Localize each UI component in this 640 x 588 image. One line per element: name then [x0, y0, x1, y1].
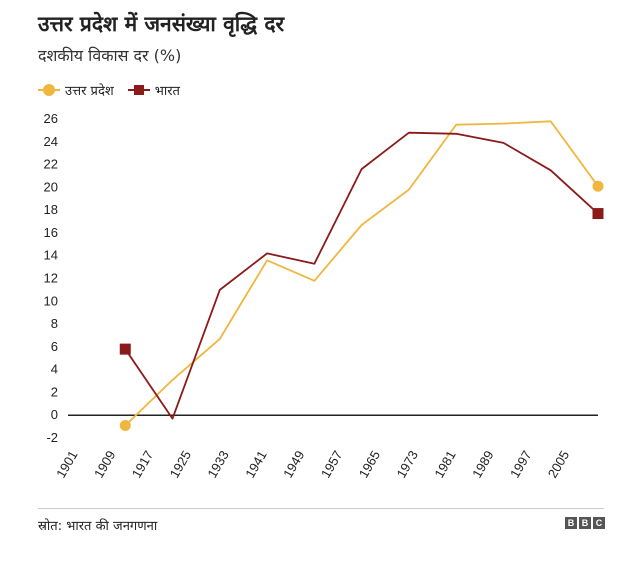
data-point: [119, 419, 131, 431]
y-tick-label: 16: [44, 225, 58, 240]
chart-title: उत्तर प्रदेश में जनसंख्या वृद्धि दर: [38, 12, 285, 36]
y-tick-label: 2: [51, 384, 58, 399]
x-tick-label: 1981: [431, 448, 458, 481]
bbc-logo-letter: B: [565, 517, 577, 529]
y-tick-label: 6: [51, 339, 58, 354]
x-tick-label: 1973: [394, 448, 421, 481]
chart-subtitle: दशकीय विकास दर (%): [38, 46, 182, 65]
x-tick-label: 1949: [280, 448, 307, 481]
x-tick-label: 1933: [204, 448, 231, 481]
legend-label-india: भारत: [154, 84, 180, 99]
bbc-logo: B B C: [563, 517, 605, 529]
legend-item-india: भारत: [127, 81, 180, 99]
legend-item-up: उत्तर प्रदेश: [38, 81, 114, 99]
x-tick-label: 2005: [545, 448, 572, 481]
y-tick-label: 24: [44, 134, 58, 149]
legend-marker-india: [127, 83, 150, 97]
y-tick-label: 26: [44, 111, 58, 126]
legend-marker-up: [38, 83, 60, 97]
legend-label-up: उत्तर प्रदेश: [65, 84, 114, 99]
y-tick-label: 10: [44, 293, 58, 308]
x-tick-label: 1917: [129, 448, 156, 481]
y-tick-label: -2: [46, 430, 58, 445]
y-tick-label: 14: [44, 248, 58, 263]
series-line-up: [124, 120, 599, 427]
bbc-logo-letter: B: [579, 517, 591, 529]
y-tick-label: 12: [44, 271, 58, 286]
y-tick-label: 22: [44, 157, 58, 172]
x-tick-label: 1901: [53, 448, 80, 481]
chart-legend: उत्तर प्रदेश भारत: [38, 80, 194, 100]
series-line-india: [124, 131, 599, 420]
x-tick-label: 1965: [356, 448, 383, 481]
footer-divider: [38, 508, 604, 509]
x-tick-label: 1925: [167, 448, 194, 481]
data-point: [592, 208, 604, 220]
x-tick-label: 1989: [469, 448, 496, 481]
x-tick-label: 1909: [91, 448, 118, 481]
y-tick-label: 0: [51, 407, 58, 422]
data-point: [119, 343, 131, 355]
y-tick-label: 20: [44, 179, 58, 194]
source-note: स्रोत: भारत की जनगणना: [38, 519, 158, 534]
y-tick-label: 8: [51, 316, 58, 331]
data-point: [592, 180, 604, 192]
x-tick-label: 1941: [242, 448, 269, 481]
y-tick-label: 4: [51, 362, 58, 377]
y-tick-label: 18: [44, 202, 58, 217]
bbc-logo-letter: C: [593, 517, 605, 529]
x-tick-label: 1957: [318, 448, 345, 481]
x-tick-label: 1997: [507, 448, 534, 481]
